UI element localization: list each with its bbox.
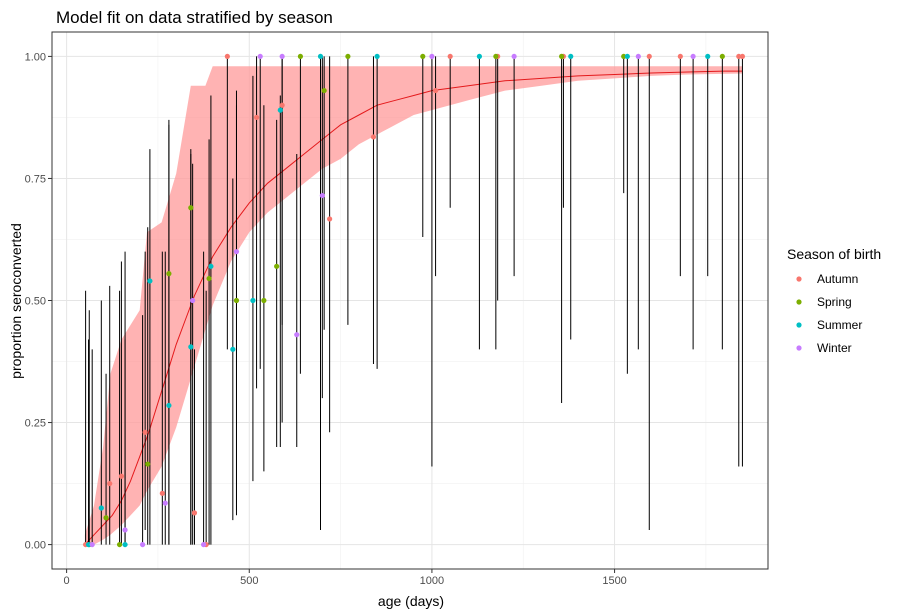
autumn-point <box>646 53 652 60</box>
winter-point <box>122 527 128 533</box>
x-axis: 0 500 1000 1500 <box>64 569 627 587</box>
legend-key-winter <box>796 345 802 351</box>
spring-point <box>420 53 426 60</box>
winter-point <box>233 249 240 255</box>
summer-point <box>166 402 172 409</box>
summer-point <box>98 505 104 511</box>
summer-point <box>705 53 711 60</box>
summer-point <box>317 53 324 60</box>
winter-point <box>190 297 196 304</box>
x-tick-label: 1500 <box>602 575 626 587</box>
winter-point <box>319 192 325 199</box>
spring-point <box>274 263 280 269</box>
spring-point <box>188 205 194 211</box>
spring-point <box>621 53 627 60</box>
spring-point <box>261 297 267 304</box>
legend-label-winter: Winter <box>817 341 852 355</box>
autumn-point <box>107 480 113 487</box>
summer-point <box>476 53 483 60</box>
winter-point <box>511 53 517 60</box>
autumn-point <box>159 490 165 496</box>
legend-label-autumn: Autumn <box>817 272 858 286</box>
autumn-point <box>191 510 198 516</box>
summer-point <box>208 263 214 269</box>
autumn-point <box>677 53 683 60</box>
winter-point <box>257 53 263 60</box>
winter-point <box>89 541 95 548</box>
summer-point <box>374 53 380 60</box>
summer-point <box>85 541 92 548</box>
autumn-point <box>142 429 148 435</box>
spring-point <box>145 461 151 467</box>
summer-point <box>188 344 194 350</box>
autumn-point <box>370 134 377 140</box>
y-axis-title: proportion seroconverted <box>8 223 24 379</box>
spring-point <box>345 53 351 60</box>
winter-point <box>690 53 696 60</box>
spring-point <box>321 87 327 94</box>
y-axis: 0.00 0.25 0.50 0.75 1.00 <box>25 51 52 552</box>
legend-key-summer <box>796 322 802 328</box>
summer-point <box>250 297 256 304</box>
spring-point <box>493 53 499 60</box>
spring-point <box>103 515 109 521</box>
fit-ribbon <box>84 66 743 545</box>
spring-point <box>116 541 123 548</box>
spring-point <box>719 53 725 60</box>
x-tick-label: 500 <box>240 575 258 587</box>
autumn-point <box>327 216 333 222</box>
winter-point <box>429 53 435 60</box>
spring-point <box>297 53 304 60</box>
spring-point <box>233 297 240 304</box>
autumn-point <box>224 53 230 60</box>
chart-title: Model fit on data stratified by season <box>56 8 333 27</box>
points-layer <box>83 53 746 548</box>
autumn-point <box>736 53 742 60</box>
summer-point <box>624 53 630 60</box>
legend: Season of birth Autumn Spring Summer Winter <box>787 246 881 355</box>
autumn-point <box>432 87 439 94</box>
y-tick-label: 0.75 <box>25 173 46 185</box>
autumn-point <box>739 53 746 60</box>
autumn-point <box>279 102 285 108</box>
winter-point <box>279 53 285 60</box>
winter-point <box>294 332 300 338</box>
x-tick-label: 1000 <box>420 575 444 587</box>
winter-point <box>162 500 168 506</box>
legend-label-spring: Spring <box>817 295 852 309</box>
fit-ribbon-layer <box>84 66 743 545</box>
spring-point <box>559 53 565 60</box>
y-tick-label: 0.00 <box>25 540 46 552</box>
legend-key-autumn <box>796 276 802 282</box>
autumn-point <box>253 114 260 121</box>
summer-point <box>147 278 153 284</box>
y-tick-label: 0.50 <box>25 296 46 308</box>
legend-label-summer: Summer <box>817 318 862 332</box>
autumn-point <box>447 53 453 60</box>
summer-point <box>122 541 128 548</box>
summer-point <box>277 107 283 113</box>
spring-point <box>166 271 172 277</box>
summer-point <box>230 346 236 352</box>
autumn-point <box>118 473 125 479</box>
legend-title: Season of birth <box>787 246 881 262</box>
winter-point <box>635 53 641 60</box>
legend-key-spring <box>796 299 802 305</box>
summer-point <box>568 53 574 60</box>
winter-point <box>201 541 207 548</box>
y-tick-label: 0.25 <box>25 418 46 430</box>
x-axis-title: age (days) <box>378 593 444 609</box>
spring-point <box>206 275 212 282</box>
y-tick-label: 1.00 <box>25 51 46 63</box>
winter-point <box>139 541 146 548</box>
x-tick-label: 0 <box>64 575 70 587</box>
